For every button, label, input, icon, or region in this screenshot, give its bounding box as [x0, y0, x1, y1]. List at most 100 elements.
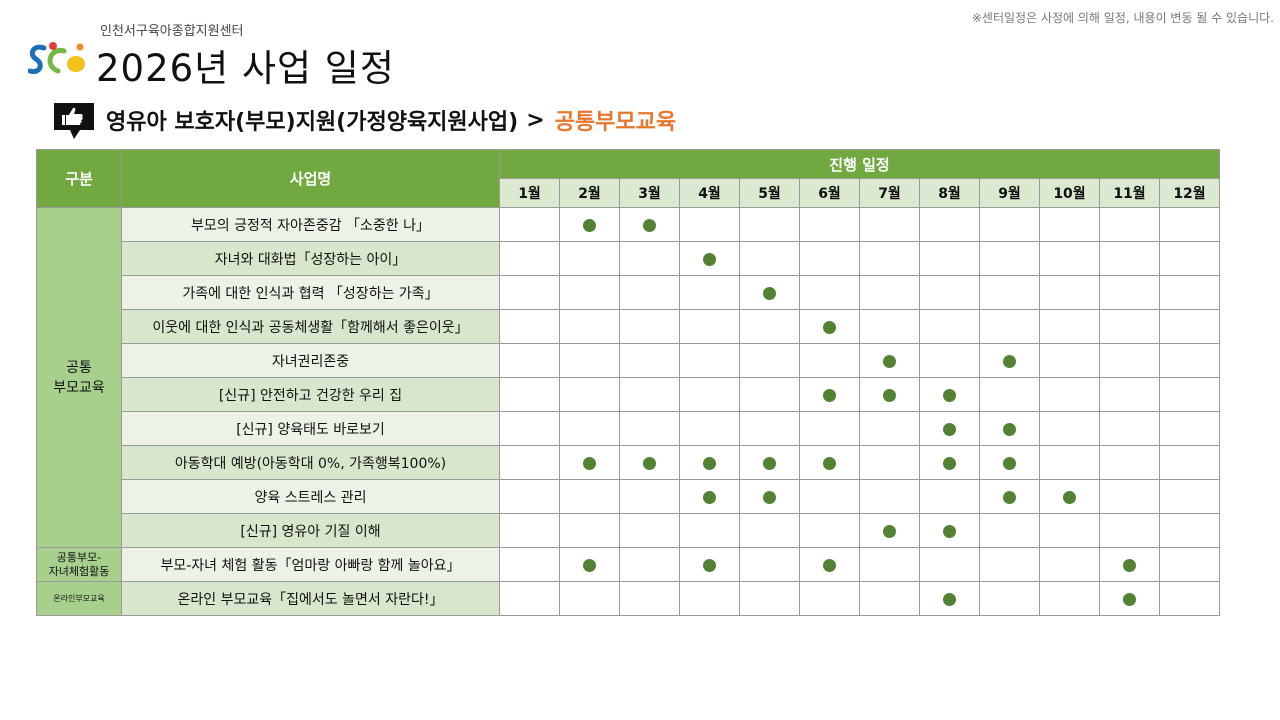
schedule-cell: [859, 411, 920, 446]
schedule-cell: [979, 343, 1040, 378]
schedule-cell: [859, 445, 920, 480]
schedule-cell: [859, 241, 920, 276]
schedule-cell: [1039, 411, 1100, 446]
schedule-cell: [1099, 479, 1160, 514]
table-row: 양육 스트레스 관리: [37, 479, 1220, 514]
schedule-cell: [619, 343, 680, 378]
schedule-cell: [1159, 581, 1220, 616]
schedule-cell: [739, 581, 800, 616]
scheduled-dot-icon: [763, 457, 776, 470]
scheduled-dot-icon: [703, 491, 716, 504]
schedule-cell: [1099, 275, 1160, 310]
program-name: 가족에 대한 인식과 협력 「성장하는 가족」: [121, 275, 500, 310]
table-row: 온라인부모교육 온라인 부모교육「집에서도 놀면서 자란다!」: [36, 581, 1220, 616]
schedule-cell: [619, 377, 680, 412]
schedule-cell: [499, 343, 560, 378]
scheduled-dot-icon: [823, 457, 836, 470]
schedule-cell: [859, 377, 920, 412]
scheduled-dot-icon: [823, 559, 836, 572]
schedule-cell: [979, 241, 1040, 276]
month-header: 9월: [979, 178, 1040, 208]
schedule-cell: [679, 411, 740, 446]
schedule-cell: [559, 377, 620, 412]
category-header: 구분: [36, 149, 122, 208]
scheduled-dot-icon: [703, 559, 716, 572]
section-arrow: >: [526, 107, 545, 133]
program-name: 자녀와 대화법「성장하는 아이」: [121, 241, 500, 276]
schedule-cell: [1039, 445, 1100, 480]
schedule-cell: [1159, 343, 1220, 378]
schedule-cell: [559, 581, 620, 616]
schedule-cell: [799, 275, 860, 310]
program-name: [신규] 영유아 기질 이해: [121, 513, 500, 548]
schedule-cell: [1039, 377, 1100, 412]
section-highlight: 공통부모교육: [554, 110, 677, 135]
schedule-cell: [679, 241, 740, 276]
scheduled-dot-icon: [583, 457, 596, 470]
schedule-cell: [619, 581, 680, 616]
schedule-cell: [679, 309, 740, 344]
schedule-cell: [919, 513, 980, 548]
schedule-cell: [799, 207, 860, 242]
schedule-cell: [619, 445, 680, 480]
scheduled-dot-icon: [703, 457, 716, 470]
schedule-header: 진행 일정: [499, 149, 1220, 179]
schedule-cell: [1039, 479, 1100, 514]
schedule-cell: [739, 241, 800, 276]
schedule-cell: [859, 343, 920, 378]
schedule-cell: [499, 207, 560, 242]
schedule-cell: [559, 309, 620, 344]
scheduled-dot-icon: [823, 321, 836, 334]
schedule-cell: [739, 445, 800, 480]
schedule-cell: [739, 309, 800, 344]
scheduled-dot-icon: [583, 559, 596, 572]
schedule-cell: [739, 377, 800, 412]
schedule-cell: [499, 241, 560, 276]
schedule-cell: [739, 479, 800, 514]
table-row: 자녀와 대화법「성장하는 아이」: [37, 241, 1220, 276]
program-name: 아동학대 예방(아동학대 0%, 가족행복100%): [121, 445, 500, 480]
schedule-cell: [979, 275, 1040, 310]
scheduled-dot-icon: [1003, 491, 1016, 504]
schedule-cell: [859, 479, 920, 514]
schedule-cell: [619, 547, 680, 582]
table-row: 이웃에 대한 인식과 공동체생활「함께해서 좋은이웃」: [37, 309, 1220, 344]
schedule-cell: [619, 479, 680, 514]
scheduled-dot-icon: [943, 457, 956, 470]
program-header: 사업명: [121, 149, 500, 208]
schedule-cell: [799, 445, 860, 480]
schedule-cell: [1159, 547, 1220, 582]
program-name: [신규] 양육태도 바로보기: [121, 411, 500, 446]
schedule-cell: [1039, 309, 1100, 344]
schedule-cell: [799, 241, 860, 276]
scheduled-dot-icon: [883, 355, 896, 368]
schedule-cell: [1099, 581, 1160, 616]
scheduled-dot-icon: [763, 491, 776, 504]
schedule-cell: [499, 275, 560, 310]
scheduled-dot-icon: [1063, 491, 1076, 504]
schedule-cell: [979, 547, 1040, 582]
month-header: 2월: [559, 178, 620, 208]
schedule-cell: [499, 445, 560, 480]
schedule-cell: [1099, 377, 1160, 412]
schedule-cell: [559, 207, 620, 242]
schedule-cell: [499, 547, 560, 582]
month-header: 12월: [1159, 178, 1220, 208]
scheduled-dot-icon: [883, 389, 896, 402]
month-header: 3월: [619, 178, 680, 208]
schedule-cell: [1159, 479, 1220, 514]
schedule-cell: [1099, 343, 1160, 378]
schedule-cell: [919, 309, 980, 344]
schedule-cell: [799, 479, 860, 514]
schedule-cell: [859, 275, 920, 310]
schedule-cell: [979, 581, 1040, 616]
schedule-cell: [919, 547, 980, 582]
schedule-cell: [1099, 241, 1160, 276]
schedule-cell: [919, 581, 980, 616]
month-header: 10월: [1039, 178, 1100, 208]
scheduled-dot-icon: [643, 219, 656, 232]
schedule-cell: [859, 513, 920, 548]
table-row: 공통 부모교육 부모의 긍정적 자아존중감 「소중한 나」: [36, 207, 1220, 548]
program-name: [신규] 안전하고 건강한 우리 집: [121, 377, 500, 412]
schedule-cell: [739, 411, 800, 446]
